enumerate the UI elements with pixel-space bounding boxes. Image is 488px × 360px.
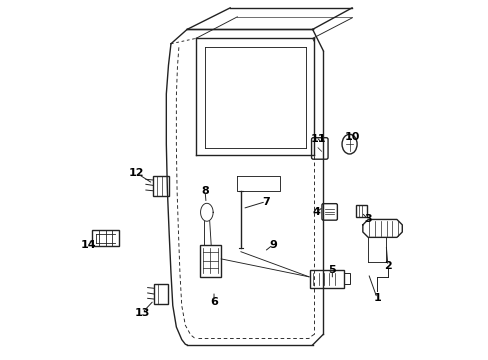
Text: 4: 4	[312, 207, 320, 217]
Text: 3: 3	[364, 215, 371, 224]
Text: 6: 6	[210, 297, 218, 307]
Text: 5: 5	[328, 265, 335, 275]
Text: 8: 8	[201, 186, 208, 196]
Text: 2: 2	[383, 261, 391, 271]
Text: 10: 10	[344, 132, 359, 142]
Text: 13: 13	[134, 308, 150, 318]
Text: 11: 11	[309, 134, 325, 144]
Text: 7: 7	[262, 197, 269, 207]
Text: 14: 14	[81, 239, 96, 249]
Text: 9: 9	[269, 239, 277, 249]
Text: 12: 12	[128, 168, 143, 178]
Text: 1: 1	[372, 293, 380, 303]
